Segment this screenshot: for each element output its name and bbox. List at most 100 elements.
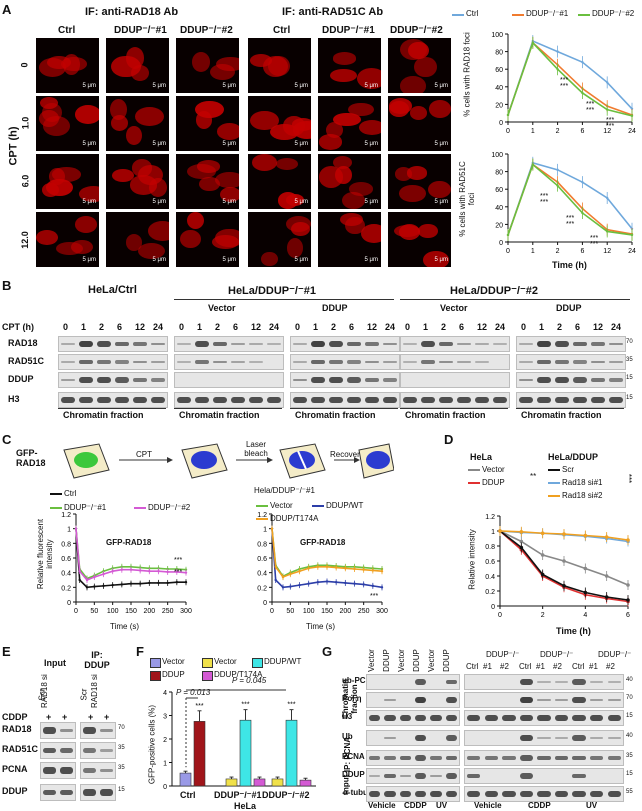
- bar: [299, 779, 312, 787]
- y-tick-label: 1.2: [257, 512, 267, 519]
- fraction-underline: [400, 408, 508, 409]
- band: [383, 378, 397, 382]
- band: [365, 341, 379, 347]
- nucleus: [126, 47, 145, 70]
- band: [493, 396, 507, 403]
- cpt-timepoint: 24: [611, 322, 622, 332]
- x-tick-label: 250: [162, 608, 174, 615]
- bar: [285, 719, 298, 787]
- legend-d-si2: Rad18 si#2: [562, 491, 603, 500]
- y-tick-label: 0.6: [257, 556, 267, 563]
- band: [555, 376, 569, 383]
- cpt-timepoint: 0: [405, 322, 411, 332]
- data-point: [148, 570, 151, 573]
- cpt-timepoint: 24: [269, 322, 280, 332]
- mw-marker: 70: [626, 339, 633, 345]
- g-right-col-label: #2: [606, 662, 615, 671]
- divider-ko1: [174, 299, 394, 300]
- band: [100, 728, 113, 732]
- g-treatment-label: CDDP: [404, 801, 427, 810]
- band: [79, 340, 93, 348]
- y-tick-label: 0: [263, 600, 267, 607]
- g-left-col-label: DDUP: [381, 649, 391, 672]
- data-point: [583, 590, 588, 595]
- divider-ko2: [400, 299, 630, 300]
- band: [329, 396, 343, 403]
- cpt-timepoint: 6: [233, 322, 239, 332]
- band: [403, 361, 417, 363]
- series-line: [507, 163, 633, 236]
- data-point: [353, 582, 356, 585]
- d-hela-ddup: HeLa/DDUP: [548, 452, 599, 462]
- nucleus: [147, 221, 169, 242]
- bar: [179, 772, 192, 787]
- nucleus: [275, 157, 299, 170]
- fraction-underline: [290, 408, 398, 409]
- y-tick-label: 20: [495, 222, 503, 229]
- mw-marker: 70: [626, 695, 633, 701]
- data-point: [362, 568, 365, 571]
- y-tick-label: 0: [499, 240, 503, 247]
- nucleus: [210, 64, 235, 81]
- band: [83, 748, 96, 753]
- band: [554, 698, 569, 702]
- nucleus: [211, 234, 239, 249]
- band: [61, 396, 75, 403]
- scale-bar-label: 5 μm: [294, 83, 308, 89]
- scale-bar-label: 5 μm: [294, 257, 308, 263]
- band: [97, 340, 111, 347]
- band: [329, 340, 343, 347]
- significance-mark: ***: [540, 199, 548, 206]
- gfp-rad18-schematic-label: GFP-RAD18: [16, 448, 46, 468]
- band: [347, 360, 361, 364]
- nucleus: [180, 229, 201, 249]
- data-point: [129, 582, 133, 585]
- blot-strip: [290, 372, 400, 388]
- blot-strip: [400, 372, 510, 388]
- bar: [253, 778, 266, 787]
- band: [519, 790, 534, 797]
- micrograph-cell: 5 μm: [106, 212, 169, 267]
- scale-bar-label: 5 μm: [364, 141, 378, 147]
- g-right-col-label: #1: [483, 662, 492, 671]
- cpt-timepoint: 1: [539, 322, 545, 332]
- sub-vector-2: Vector: [440, 303, 468, 313]
- significance-mark: ***: [566, 221, 574, 228]
- significance-mark: ***: [174, 557, 182, 564]
- x-tick-label: 200: [143, 608, 155, 615]
- x-tick-label: 6: [580, 128, 584, 135]
- blot-row-label: RAD18: [8, 338, 38, 348]
- nucleus: [137, 242, 165, 259]
- data-point: [325, 565, 329, 568]
- f-hela: HeLa: [234, 801, 257, 811]
- micrograph-cell: 5 μm: [176, 154, 239, 209]
- g-right-strip: [464, 768, 624, 784]
- significance-mark: ***: [560, 83, 568, 90]
- data-point: [556, 50, 559, 53]
- y-tick-label: 80: [495, 50, 503, 57]
- scale-bar-label: 5 μm: [222, 257, 236, 263]
- y-tick-label: 40: [495, 85, 503, 92]
- e-col-si1: RAD18 si: [40, 674, 49, 708]
- band: [421, 359, 435, 365]
- nucleus: [333, 112, 362, 127]
- blot-strip: [290, 336, 400, 352]
- x-tick-label: 2: [556, 248, 560, 255]
- band: [555, 396, 569, 403]
- if-rad51c-title: IF: anti-RAD51C Ab: [282, 6, 384, 18]
- frap-rescue-chart: 0 0.2 0.4 0.6 0.8 1 1.2 0 50 100 150 200 250 300 ***: [257, 512, 388, 615]
- significance-mark: ***: [195, 703, 203, 710]
- row-0: 0: [19, 62, 30, 68]
- bar: [225, 778, 238, 787]
- scale-bar-label: 5 μm: [82, 199, 96, 205]
- band: [83, 727, 96, 734]
- band: [231, 396, 245, 403]
- mw-marker: 15: [626, 395, 633, 401]
- series-line: [271, 528, 383, 589]
- micrograph-cell: 5 μm: [106, 96, 169, 151]
- g-left-col-label: Vector: [366, 649, 376, 672]
- chromatin-fraction-label: Chromatin fraction: [521, 410, 602, 420]
- band: [177, 361, 191, 363]
- band: [445, 755, 458, 761]
- g-treatment-label: CDDP: [528, 801, 551, 810]
